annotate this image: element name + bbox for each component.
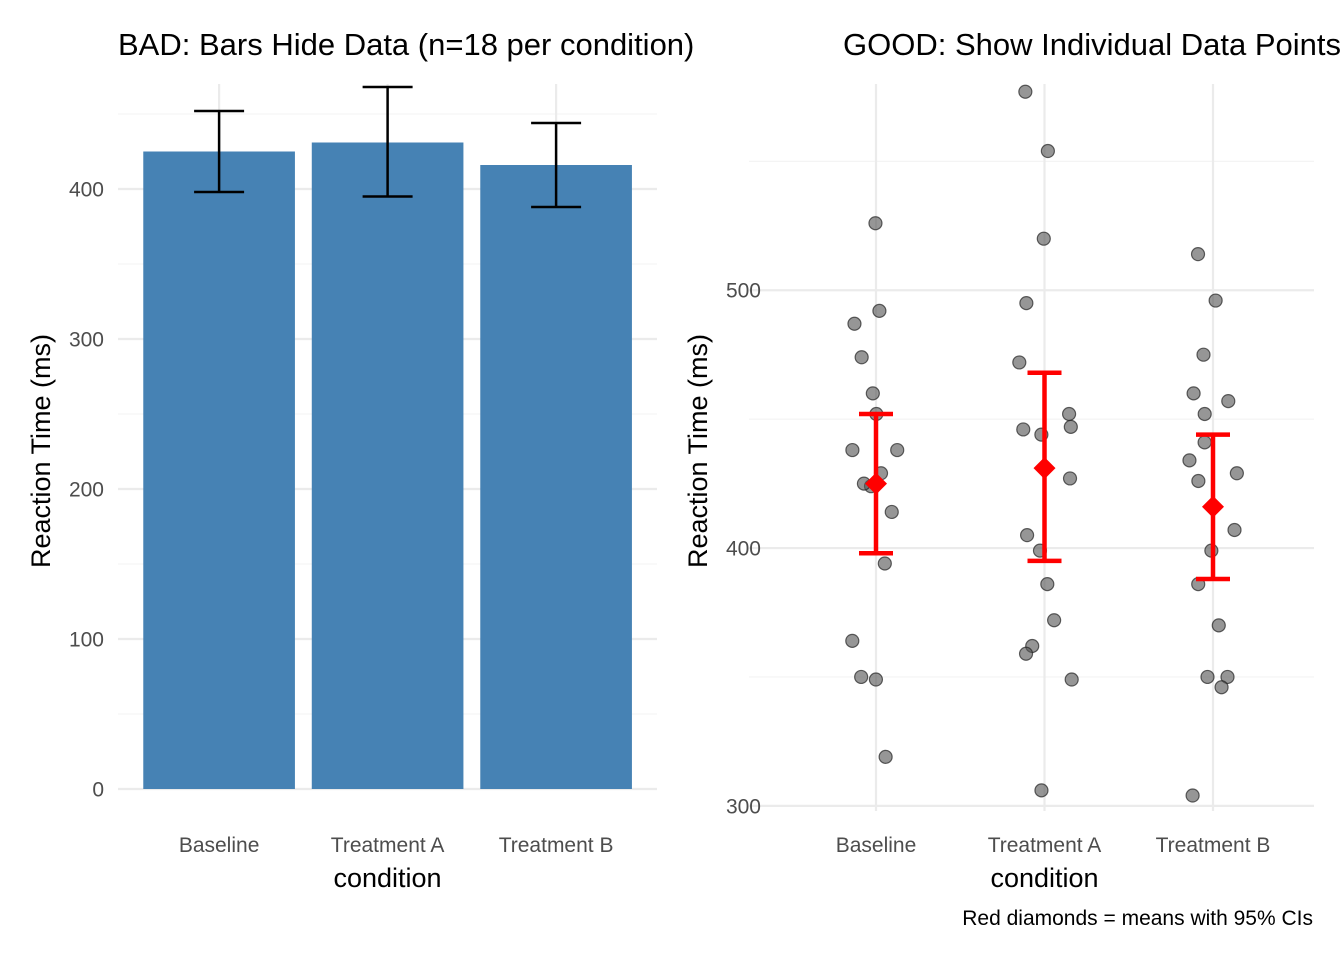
data-point	[1208, 293, 1223, 308]
error-bar	[531, 121, 582, 209]
left-y-axis-title: Reaction Time (ms)	[26, 334, 56, 568]
data-point	[1018, 646, 1034, 661]
mean-diamond	[1033, 457, 1056, 480]
right-y-tick-label: 300	[726, 795, 761, 818]
left-y-tick-labels: 0 100 200 300 400	[69, 179, 104, 802]
data-point	[1197, 435, 1212, 450]
right-x-tick-label: Treatment B	[1156, 834, 1271, 857]
data-point	[1191, 473, 1206, 489]
left-error-bars	[194, 85, 582, 209]
data-point	[1061, 406, 1077, 422]
data-point	[878, 749, 893, 764]
data-point	[1019, 296, 1034, 311]
mean-diamond	[1202, 495, 1224, 518]
data-point	[890, 442, 905, 458]
data-point	[1062, 471, 1078, 486]
data-point	[1016, 422, 1031, 437]
data-point	[1040, 577, 1055, 592]
right-y-tick-label: 500	[726, 280, 761, 303]
data-point	[1182, 453, 1197, 468]
right-y-axis-title: Reaction Time (ms)	[683, 334, 713, 568]
data-point	[1034, 783, 1049, 798]
data-point	[868, 672, 884, 687]
data-point	[1227, 522, 1242, 538]
left-bars	[143, 142, 632, 789]
mean-diamond	[865, 472, 887, 495]
data-point	[847, 316, 862, 331]
right-mean-diamonds	[865, 457, 1224, 518]
data-point	[854, 350, 869, 365]
left-chart-title: BAD: Bars Hide Data (n=18 per condition)	[118, 27, 694, 62]
bar-treatment-a	[311, 142, 464, 789]
data-point	[1200, 669, 1215, 685]
left-x-tick-label: Baseline	[179, 834, 260, 857]
right-x-tick-label: Treatment A	[988, 834, 1102, 857]
bad-bar-chart-panel: 0 100 200 300 400 Baseline Treatment A Treatme…	[26, 27, 694, 893]
left-y-tick-label: 0	[92, 779, 104, 802]
data-point	[1036, 231, 1051, 246]
left-x-tick-label: Treatment A	[331, 834, 445, 857]
data-point	[865, 386, 880, 401]
data-point	[1229, 466, 1244, 481]
data-point	[1019, 528, 1035, 543]
data-point	[1012, 355, 1027, 370]
bar-treatment-b	[480, 165, 632, 789]
left-x-axis-title: condition	[333, 863, 441, 893]
left-x-tick-label: Treatment B	[499, 834, 614, 857]
left-y-tick-label: 400	[69, 179, 104, 202]
right-chart-title: GOOD: Show Individual Data Points	[843, 27, 1341, 62]
good-scatter-chart-panel: 300 400 500 Baseline Treatment A Treatment B…	[683, 27, 1341, 930]
data-point	[872, 303, 887, 318]
data-point	[868, 216, 883, 231]
right-x-axis-title: condition	[990, 863, 1098, 893]
left-x-tick-labels: Baseline Treatment A Treatment B	[179, 834, 614, 857]
data-point	[1185, 788, 1200, 803]
left-y-tick-label: 200	[69, 479, 104, 502]
data-point	[1221, 393, 1236, 409]
right-gridlines	[749, 84, 1314, 811]
error-bar	[362, 85, 413, 198]
right-x-tick-labels: Baseline Treatment A Treatment B	[836, 834, 1271, 857]
data-point	[1040, 143, 1055, 159]
data-point	[1211, 618, 1226, 633]
data-point	[1214, 680, 1229, 695]
right-data-points	[845, 84, 1244, 803]
right-chart-caption: Red diamonds = means with 95% CIs	[962, 907, 1313, 930]
bar-baseline	[143, 151, 295, 789]
data-point	[1186, 386, 1201, 401]
data-point	[1064, 672, 1079, 687]
data-point	[1047, 613, 1062, 628]
data-point	[877, 556, 892, 571]
right-x-tick-label: Baseline	[836, 834, 917, 857]
left-y-tick-label: 300	[69, 329, 104, 352]
data-point	[1190, 247, 1206, 262]
data-point	[1197, 406, 1212, 422]
error-bar	[194, 109, 245, 194]
right-y-tick-labels: 300 400 500	[726, 280, 761, 819]
data-point	[1063, 419, 1078, 434]
left-y-tick-label: 100	[69, 629, 104, 652]
data-point	[845, 442, 860, 458]
data-point	[1018, 84, 1033, 99]
data-point	[854, 669, 869, 685]
data-point	[884, 504, 899, 520]
data-point	[1196, 347, 1211, 362]
data-point	[845, 633, 860, 648]
right-y-tick-label: 400	[726, 538, 761, 561]
